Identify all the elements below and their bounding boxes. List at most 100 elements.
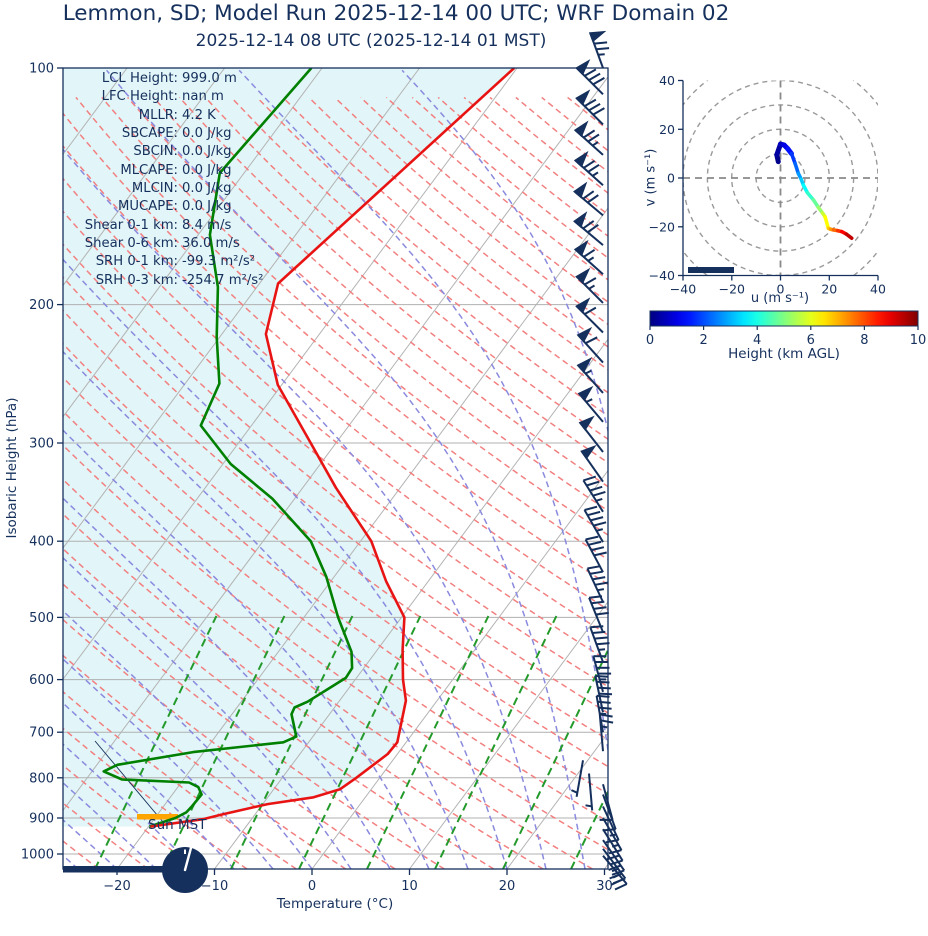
surface-marker-bar bbox=[137, 814, 178, 820]
wind-barb bbox=[573, 239, 604, 276]
stat-row: SBCIN: 0.0 J/kg bbox=[72, 143, 263, 161]
wind-barb bbox=[577, 385, 604, 423]
stat-label: MLLR: bbox=[138, 107, 178, 123]
hodograph-u-tick-label: 40 bbox=[870, 282, 886, 297]
hodograph-u-tick-label: 0 bbox=[777, 282, 785, 297]
hodograph-bar bbox=[688, 267, 734, 273]
wind-barb bbox=[585, 773, 594, 811]
pressure-tick-label: 800 bbox=[29, 771, 54, 786]
stat-value: -99.3 m²/s² bbox=[182, 254, 256, 270]
stat-label: SBCAPE: bbox=[121, 126, 178, 142]
wind-barb bbox=[592, 655, 612, 693]
colorbar-tick-label: 10 bbox=[910, 333, 927, 348]
hodograph-v-tick-label: −20 bbox=[649, 219, 675, 234]
stat-row: SRH 0-1 km: -99.3 m²/s² bbox=[72, 253, 263, 271]
wind-barb bbox=[578, 415, 604, 453]
temperature-tick-label: 20 bbox=[499, 879, 516, 894]
dewpoint-curve bbox=[102, 68, 354, 828]
pressure-tick-label: 100 bbox=[29, 62, 54, 77]
stat-row: MUCAPE: 0.0 J/kg bbox=[72, 198, 263, 216]
wind-barb bbox=[573, 181, 604, 217]
wind-barb bbox=[580, 444, 604, 483]
wind-barb bbox=[602, 794, 617, 832]
hodograph-u-tick-label: −40 bbox=[670, 282, 696, 297]
hodograph-v-tick-label: 20 bbox=[659, 122, 675, 137]
hodograph-u-tick-label: 20 bbox=[821, 282, 837, 297]
stat-row: SBCAPE: 0.0 J/kg bbox=[72, 125, 263, 143]
colorbar-tick-label: 8 bbox=[860, 333, 868, 348]
stat-label: Shear 0-1 km: bbox=[84, 217, 178, 233]
stat-value: 0.0 J/kg bbox=[182, 181, 232, 197]
wind-barb bbox=[575, 267, 604, 304]
stat-value: 8.4 m/s bbox=[182, 217, 232, 233]
wind-barb bbox=[582, 475, 606, 513]
hodograph-u-tick-label: −20 bbox=[719, 282, 745, 297]
pressure-tick-label: 900 bbox=[29, 812, 54, 827]
wind-barb bbox=[586, 565, 608, 603]
stat-value: -254.7 m²/s² bbox=[182, 272, 264, 288]
stat-label: Shear 0-6 km: bbox=[84, 236, 178, 252]
temperature-curve bbox=[150, 68, 516, 828]
wind-barb bbox=[573, 150, 604, 187]
hodograph-v-tick-label: 40 bbox=[659, 73, 675, 88]
wind-barb bbox=[588, 30, 610, 69]
hodograph-v-tick-label: −40 bbox=[649, 268, 675, 283]
wind-barb bbox=[573, 120, 604, 156]
colorbar-label: Height (km AGL) bbox=[728, 346, 840, 362]
wind-barb bbox=[602, 855, 628, 891]
stat-row: MLCIN: 0.0 J/kg bbox=[72, 180, 263, 198]
sun-annotation-label: Sun MST bbox=[148, 817, 207, 833]
wind-barb bbox=[570, 760, 584, 797]
wind-barb bbox=[576, 326, 604, 364]
wind-barb bbox=[602, 828, 624, 866]
pressure-axis-label: Isobaric Height (hPa) bbox=[4, 397, 20, 539]
stat-row: MLLR: 4.2 K bbox=[72, 107, 263, 125]
colorbar-tick-label: 0 bbox=[646, 333, 654, 348]
stat-value: 0.0 J/kg bbox=[182, 126, 232, 142]
clock-icon bbox=[162, 844, 208, 893]
stat-row: LFC Height: nan m bbox=[72, 88, 263, 106]
stat-label: LFC Height: bbox=[101, 89, 178, 105]
stat-label: SRH 0-1 km: bbox=[95, 254, 178, 270]
wind-barb bbox=[575, 297, 604, 334]
figure-title: Lemmon, SD; Model Run 2025-12-14 00 UTC;… bbox=[62, 1, 730, 26]
stat-label: MLCIN: bbox=[131, 181, 178, 197]
wind-barb bbox=[598, 713, 614, 752]
wind-barb bbox=[575, 59, 605, 96]
colorbar-tick-label: 4 bbox=[753, 333, 761, 348]
hodograph-background bbox=[683, 80, 878, 276]
sun-annotation-line bbox=[94, 740, 164, 823]
colorbar-tick-label: 2 bbox=[699, 333, 707, 348]
stat-row: Shear 0-1 km: 8.4 m/s bbox=[72, 217, 263, 235]
wind-barb bbox=[594, 675, 613, 713]
wind-barb bbox=[573, 211, 604, 246]
pressure-tick-label: 700 bbox=[29, 726, 54, 741]
stat-value: 4.2 K bbox=[182, 107, 216, 123]
hodograph-trace bbox=[774, 141, 854, 240]
wind-barb bbox=[575, 89, 605, 126]
pressure-tick-label: 600 bbox=[29, 673, 54, 688]
temperature-tick-label: 10 bbox=[401, 879, 418, 894]
hodograph-v-tick-label: 0 bbox=[667, 171, 675, 186]
stat-value: nan m bbox=[182, 89, 224, 105]
temperature-tick-label: −10 bbox=[201, 879, 228, 894]
wind-barb bbox=[576, 357, 604, 394]
stat-label: SRH 0-3 km: bbox=[95, 272, 178, 288]
stat-value: 0.0 J/kg bbox=[182, 144, 232, 160]
temperature-tick-label: 0 bbox=[308, 879, 316, 894]
pressure-tick-label: 200 bbox=[29, 298, 54, 313]
figure-subtitle: 2025-12-14 08 UTC (2025-12-14 01 MST) bbox=[195, 31, 547, 51]
stat-value: 0.0 J/kg bbox=[182, 199, 232, 215]
stat-label: LCL Height: bbox=[101, 71, 178, 86]
skewt-background bbox=[63, 68, 608, 869]
stat-label: SBCIN: bbox=[133, 144, 178, 160]
pressure-tick-label: 1000 bbox=[21, 848, 54, 863]
colorbar-tick-label: 6 bbox=[807, 333, 815, 348]
wind-barb bbox=[584, 535, 607, 573]
stat-row: MLCAPE: 0.0 J/kg bbox=[72, 162, 263, 180]
pressure-tick-label: 300 bbox=[29, 437, 54, 452]
hodograph-v-axis-label: v (m s⁻¹) bbox=[643, 148, 659, 207]
skewt-axes-frame bbox=[62, 67, 609, 870]
